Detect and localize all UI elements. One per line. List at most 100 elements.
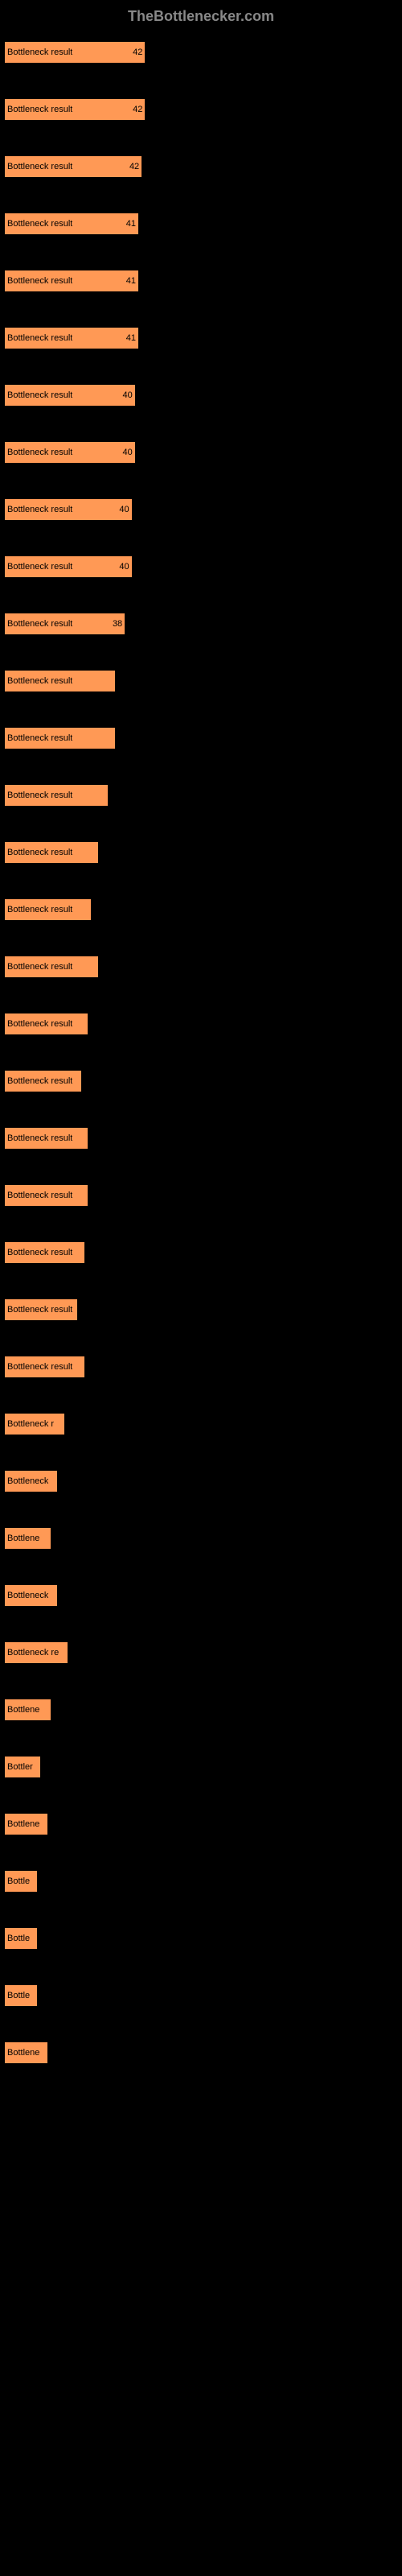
bar: Bottleneck result [4,1184,88,1207]
bar: Bottler [4,1756,41,1778]
bar-row: Bottleneck result [4,784,402,807]
bar-row: Bottleneck result 41 [4,270,402,292]
bar-row: Bottleneck result 40 [4,384,402,407]
bar: Bottleneck result [4,727,116,749]
bar-label: Bottlene [5,1819,39,1829]
bar: Bottleneck result 40 [4,555,133,578]
bar-label: Bottleneck result [5,1133,72,1143]
bar: Bottleneck r [4,1413,65,1435]
bar-row: Bottle [4,1927,402,1950]
bar-row: Bottleneck result40 [4,498,402,521]
bar-value: 41 [126,276,136,286]
bar-label: Bottleneck r [5,1419,54,1429]
bar: Bottleneck result [4,1013,88,1035]
bar-label: Bottler [5,1762,33,1772]
bar: Bottleneck result41 [4,327,139,349]
bar-row: Bottleneck result 40 [4,555,402,578]
bar-row: Bottleneck result [4,670,402,692]
bar-row: Bottleneck [4,1470,402,1492]
bar: Bottleneck result 41 [4,213,139,235]
bar-label: Bottleneck result [5,448,72,457]
bar-row: Bottleneck result 41 [4,213,402,235]
site-header: TheBottlenecker.com [0,8,402,25]
bar-row: Bottleneck result42 [4,155,402,178]
bar: Bottle [4,1870,38,1893]
bar-row: Bottleneck r [4,1413,402,1435]
bar-value: 40 [123,390,133,400]
bar-label: Bottleneck re [5,1648,59,1657]
bar: Bottlene [4,2041,48,2064]
bar: Bottleneck result [4,1298,78,1321]
bar-row: Bottleneck result41 [4,327,402,349]
bar: Bottle [4,1927,38,1950]
bar-label: Bottle [5,1876,30,1886]
bar: Bottlene [4,1527,51,1550]
bar: Bottleneck [4,1470,58,1492]
bar-row: Bottleneck result [4,1013,402,1035]
bar: Bottleneck result42 [4,155,142,178]
bar-label: Bottleneck result [5,105,72,114]
bar-row: Bottleneck result [4,1298,402,1321]
bar-label: Bottlene [5,2048,39,2058]
bar: Bottlene [4,1699,51,1721]
bar-label: Bottleneck result [5,848,72,857]
bar-value: 42 [133,105,142,114]
bar-label: Bottleneck result [5,1191,72,1200]
bar: Bottleneck result [4,841,99,864]
bar: Bottleneck result [4,898,92,921]
bar-value: 42 [133,47,142,57]
bar: Bottleneck result [4,784,109,807]
bar-label: Bottleneck [5,1591,48,1600]
bar-label: Bottleneck result [5,619,72,629]
bar-value: 38 [113,619,122,629]
bar: Bottleneck result 40 [4,384,136,407]
bar-value: 40 [123,448,133,457]
bar-label: Bottleneck result [5,1019,72,1029]
bar-chart: Bottleneck result 42 Bottleneck result 42 Bo… [0,41,402,2064]
bar-row: Bottler [4,1756,402,1778]
bar-row: Bottleneck result [4,898,402,921]
bar-label: Bottleneck result [5,562,72,572]
bar-row: Bottleneck result [4,956,402,978]
bar-row: Bottlene [4,1527,402,1550]
bar: Bottleneck re [4,1641,68,1664]
bar-label: Bottleneck result [5,791,72,800]
bar: Bottleneck result [4,1127,88,1150]
bar-label: Bottleneck result [5,276,72,286]
bar-label: Bottleneck result [5,1362,72,1372]
bar-label: Bottlene [5,1705,39,1715]
bar-label: Bottleneck result [5,733,72,743]
bar-label: Bottleneck result [5,505,72,514]
bar-row: Bottleneck result [4,841,402,864]
bar: Bottleneck result [4,1356,85,1378]
bar-label: Bottleneck result [5,1076,72,1086]
bar-label: Bottleneck result [5,47,72,57]
bar-row: Bottleneck result [4,1241,402,1264]
bar-value: 40 [119,562,129,572]
bar-value: 41 [126,219,136,229]
bar: Bottleneck result [4,1070,82,1092]
bar: Bottleneck result40 [4,498,133,521]
bar: Bottleneck result [4,670,116,692]
bar-row: Bottle [4,1870,402,1893]
bar-label: Bottle [5,1934,30,1943]
bar-label: Bottleneck result [5,219,72,229]
bar: Bottleneck result 41 [4,270,139,292]
bar: Bottleneck result 40 [4,441,136,464]
bar-row: Bottleneck result [4,1127,402,1150]
bar-row: Bottleneck result [4,1184,402,1207]
bar: Bottleneck result 38 [4,613,125,635]
bar-row: Bottleneck result 42 [4,41,402,64]
bar-label: Bottleneck result [5,390,72,400]
bar: Bottleneck [4,1584,58,1607]
bar: Bottleneck result 42 [4,41,146,64]
bar-label: Bottleneck result [5,162,72,171]
bar-row: Bottleneck result [4,1070,402,1092]
bar: Bottle [4,1984,38,2007]
bar-row: Bottle [4,1984,402,2007]
bar-label: Bottlene [5,1534,39,1543]
bar: Bottlene [4,1813,48,1835]
bar-row: Bottlene [4,1813,402,1835]
bar-row: Bottleneck result [4,727,402,749]
bar-row: Bottleneck result 42 [4,98,402,121]
